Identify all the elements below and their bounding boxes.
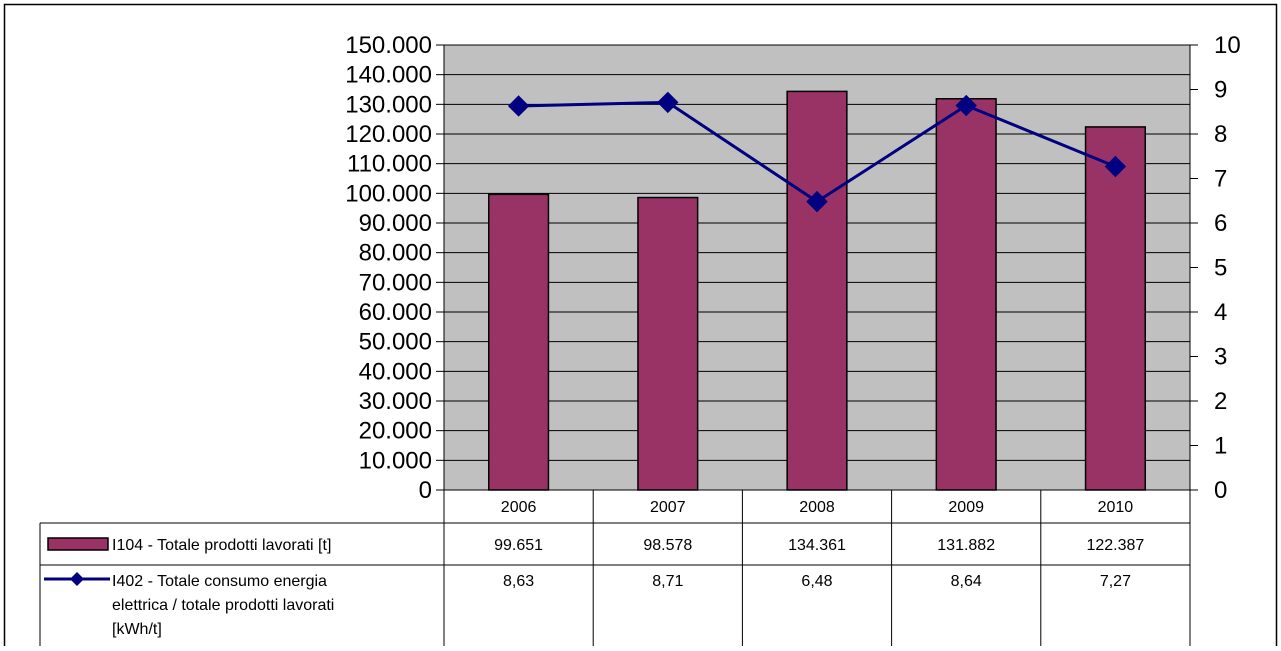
bar-value-cell: 98.578 bbox=[643, 537, 692, 554]
y-right-tick-label: 7 bbox=[1214, 166, 1227, 193]
y-left-tick-label: 90.000 bbox=[359, 210, 432, 237]
y-right-tick-label: 10 bbox=[1214, 32, 1241, 59]
category-label: 2009 bbox=[948, 499, 984, 516]
bar-2010 bbox=[1084, 126, 1146, 491]
y-right-tick-label: 4 bbox=[1214, 299, 1227, 326]
legend-bar-swatch bbox=[47, 537, 109, 551]
y-left-tick-label: 50.000 bbox=[359, 329, 432, 356]
legend-line-label: I402 - Totale consumo energia bbox=[112, 573, 327, 590]
y-left-tick-label: 30.000 bbox=[359, 388, 432, 415]
bar-value-cell: 99.651 bbox=[494, 537, 543, 554]
bar-2007 bbox=[637, 196, 699, 491]
bar-2009 bbox=[935, 98, 997, 491]
y-left-tick-label: 10.000 bbox=[359, 447, 432, 474]
bar-value-cell: 131.882 bbox=[937, 537, 995, 554]
category-label: 2007 bbox=[650, 499, 686, 516]
y-left-tick-label: 80.000 bbox=[359, 240, 432, 267]
line-marker-2006 bbox=[507, 95, 530, 117]
y-left-tick-label: 20.000 bbox=[359, 418, 432, 445]
legend-bar-label: I104 - Totale prodotti lavorati [t] bbox=[112, 537, 331, 554]
bar-2006 bbox=[488, 193, 550, 491]
y-right-tick-label: 8 bbox=[1214, 121, 1227, 148]
y-right-tick-label: 0 bbox=[1214, 477, 1227, 504]
y-left-tick-label: 0 bbox=[419, 477, 432, 504]
y-left-tick-label: 100.000 bbox=[345, 180, 432, 207]
y-left-tick-label: 60.000 bbox=[359, 299, 432, 326]
y-right-tick-label: 6 bbox=[1214, 210, 1227, 237]
y-left-tick-label: 110.000 bbox=[347, 151, 432, 178]
y-right-tick-label: 3 bbox=[1214, 344, 1227, 371]
line-marker-2007 bbox=[657, 91, 679, 114]
bar-2008 bbox=[786, 90, 848, 491]
category-label: 2010 bbox=[1098, 499, 1134, 516]
y-left-tick-label: 120.000 bbox=[345, 121, 432, 148]
line-value-cell: 8,71 bbox=[652, 573, 683, 590]
category-label: 2006 bbox=[501, 499, 537, 516]
y-right-tick-label: 1 bbox=[1214, 433, 1227, 460]
y-right-tick-label: 9 bbox=[1214, 77, 1227, 104]
bar-value-cell: 134.361 bbox=[788, 537, 846, 554]
bar-value-cell: 122.387 bbox=[1086, 537, 1144, 554]
line-value-cell: 8,63 bbox=[503, 573, 534, 590]
y-left-tick-label: 70.000 bbox=[359, 269, 432, 296]
category-label: 2008 bbox=[799, 499, 835, 516]
y-left-tick-label: 140.000 bbox=[345, 62, 432, 89]
line-value-cell: 6,48 bbox=[801, 573, 832, 590]
line-marker-2008 bbox=[806, 190, 828, 213]
legend-line-label: [kWh/t] bbox=[112, 621, 162, 638]
legend-line-marker bbox=[70, 572, 84, 586]
y-left-tick-label: 40.000 bbox=[359, 358, 432, 385]
y-right-tick-label: 2 bbox=[1214, 388, 1227, 415]
y-left-tick-label: 150.000 bbox=[345, 32, 432, 59]
y-right-tick-label: 5 bbox=[1214, 255, 1227, 282]
line-marker-2009 bbox=[955, 94, 977, 117]
legend-line-label: elettrica / totale prodotti lavorati bbox=[112, 597, 334, 614]
line-value-cell: 7,27 bbox=[1100, 573, 1131, 590]
y-left-tick-label: 130.000 bbox=[345, 91, 432, 118]
line-marker-2010 bbox=[1104, 155, 1127, 178]
line-value-cell: 8,64 bbox=[951, 573, 982, 590]
